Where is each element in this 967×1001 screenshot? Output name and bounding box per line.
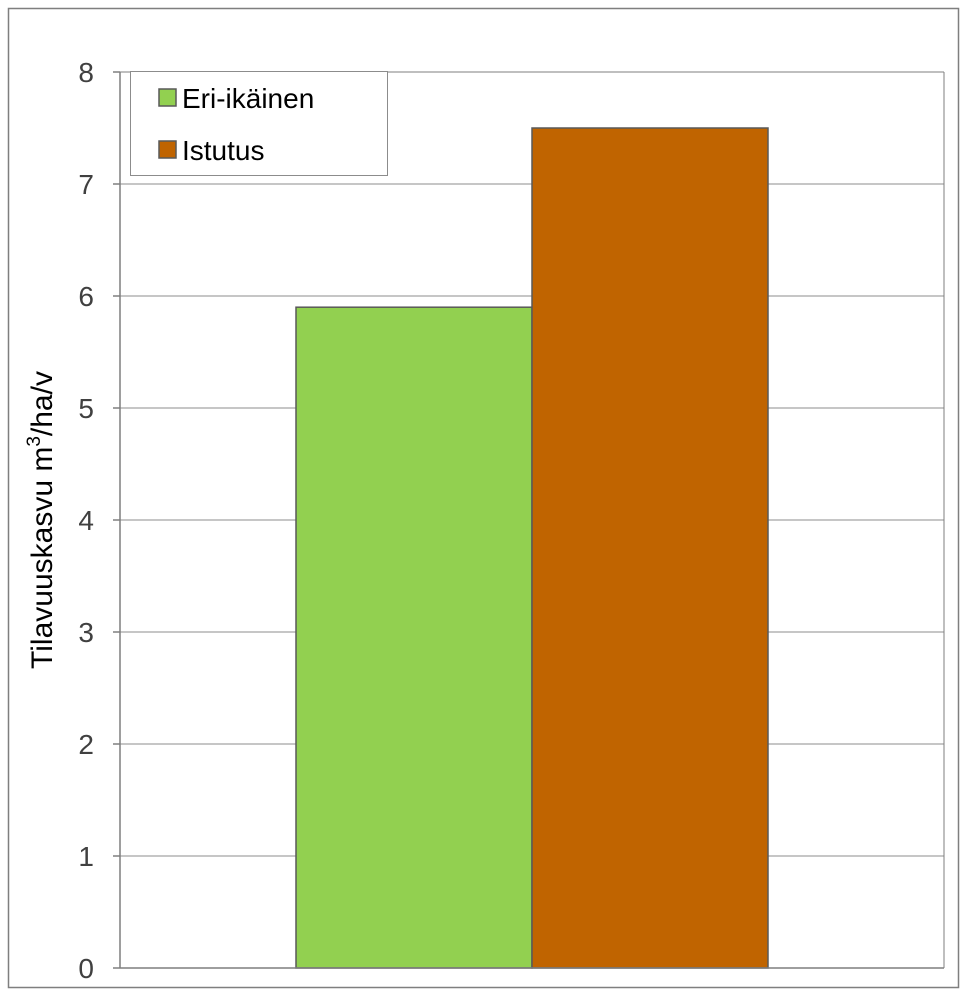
y-tick-label-4: 4 xyxy=(78,505,94,536)
y-axis-label-suffix: /ha/v xyxy=(26,371,59,436)
legend-label-eri-ikainen: Eri-ikäinen xyxy=(182,83,314,114)
y-tick-label-7: 7 xyxy=(78,169,94,200)
y-tick-label-0: 0 xyxy=(78,953,94,984)
bar-istutus xyxy=(531,127,769,969)
y-tick-label-1: 1 xyxy=(78,841,94,872)
legend: Eri-ikäinen Istutus xyxy=(130,71,388,176)
y-axis-label: Tilavuuskasvu m3/ha/v xyxy=(24,371,59,669)
y-axis-ticks: 0 1 2 3 4 5 6 7 8 xyxy=(78,57,120,984)
bar-eri-ik-inen xyxy=(295,306,533,969)
legend-swatch-istutus xyxy=(158,140,177,159)
y-tick-label-6: 6 xyxy=(78,281,94,312)
bars xyxy=(295,127,769,969)
y-tick-label-2: 2 xyxy=(78,729,94,760)
y-axis-label-main: Tilavuuskasvu m xyxy=(26,447,59,669)
y-axis-label-superscript: 3 xyxy=(24,436,45,447)
legend-swatch-eri-ikainen xyxy=(158,88,177,107)
y-tick-label-8: 8 xyxy=(78,57,94,88)
y-tick-label-3: 3 xyxy=(78,617,94,648)
y-tick-label-5: 5 xyxy=(78,393,94,424)
legend-label-istutus: Istutus xyxy=(182,135,264,166)
